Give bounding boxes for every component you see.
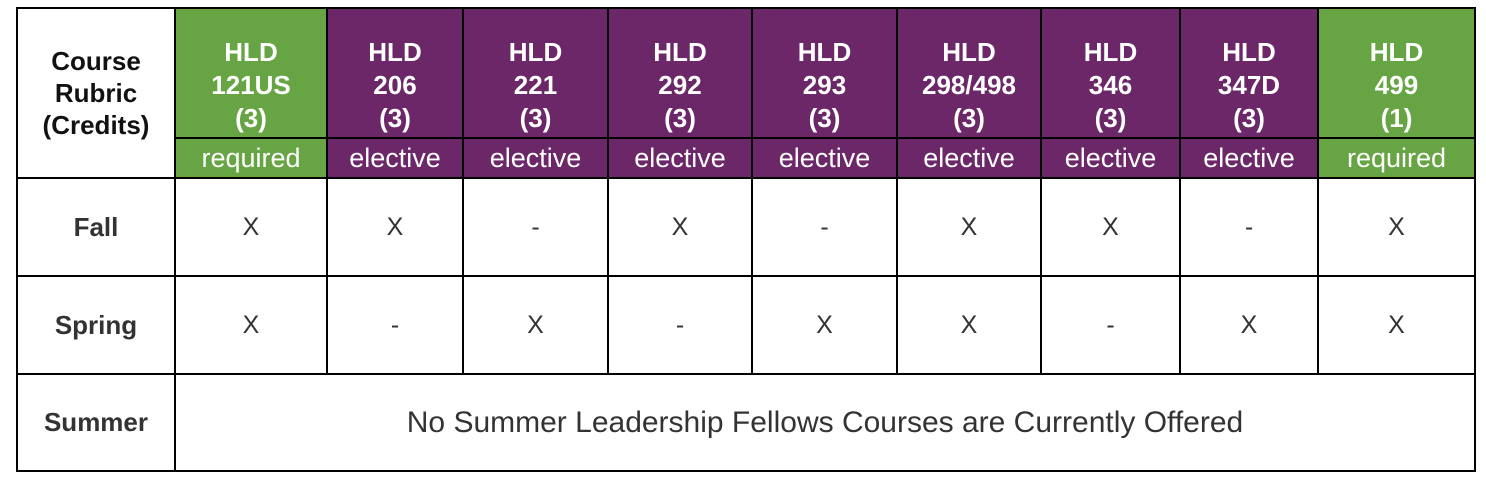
offering-cell: X [326,177,464,277]
course-rubric: HLD [224,37,278,67]
course-number: 292 [658,70,702,100]
course-number: 499 [1374,70,1419,100]
course-credits: (1) [1380,103,1413,133]
corner-label-line: Course [51,46,141,76]
offering-cell: X [896,177,1042,277]
course-type: elective [462,137,609,179]
offering-cell: X [1317,177,1476,277]
course-credits: (3) [235,103,267,133]
offering-cell: - [1040,275,1181,375]
course-offerings-table: Course Rubric (Credits) HLD 121US (3) HLD 20… [16,7,1476,472]
offering-cell: X [1040,177,1181,277]
offering-cell: X [1317,275,1476,375]
course-credits: (3) [379,103,411,133]
course-type: elective [607,137,753,179]
course-header: HLD 206 (3) [326,7,464,139]
offering-cell: X [751,275,898,375]
course-type: required [174,137,328,179]
course-type: elective [1040,137,1181,179]
course-credits: (3) [953,103,985,133]
course-rubric: HLD [1222,37,1276,67]
course-type-row: required elective elective elective elective… [17,137,1476,179]
course-type: elective [896,137,1042,179]
course-credits: (3) [519,103,552,133]
course-number: 221 [513,70,558,100]
term-label: Fall [16,177,176,277]
course-type: elective [751,137,898,179]
course-rubric-header: Course Rubric (Credits) [16,7,176,179]
course-rubric: HLD [368,37,422,67]
course-type: elective [1179,137,1319,179]
term-label: Summer [16,373,176,472]
course-credits: (3) [1233,103,1265,133]
course-header: HLD 292 (3) [607,7,753,139]
course-rubric: HLD [797,37,852,67]
offering-cell: X [896,275,1042,375]
course-header: HLD 347D (3) [1179,7,1319,139]
corner-label-line: (Credits) [42,110,150,140]
offering-cell: X [607,177,753,277]
offering-cell: X [174,275,328,375]
offering-cell: - [326,275,464,375]
offering-cell: X [462,275,609,375]
course-credits: (3) [808,103,841,133]
course-header: HLD 221 (3) [462,7,609,139]
course-number: 347D [1217,70,1281,100]
course-rubric: HLD [1083,37,1138,67]
course-number: 121US [211,70,291,100]
course-rubric: HLD [508,37,563,67]
header-row: Course Rubric (Credits) HLD 121US (3) HLD 20… [16,7,1476,179]
offering-cell: - [1179,177,1319,277]
course-number: 298/498 [922,70,1016,100]
course-number: 293 [802,70,847,100]
table-row-summer: Summer No Summer Leadership Fellows Cour… [16,373,1476,472]
course-type: required [1317,137,1476,179]
offering-cell: - [751,177,898,277]
offering-cell: - [462,177,609,277]
offering-cell: X [1179,275,1319,375]
offering-cell: - [607,275,753,375]
course-rubric: HLD [942,37,996,67]
corner-label-line: Rubric [54,78,138,108]
course-header: HLD 293 (3) [751,7,898,139]
summer-message: No Summer Leadership Fellows Courses are… [174,373,1476,472]
course-credits: (3) [664,103,696,133]
course-credits: (3) [1094,103,1127,133]
course-number: 346 [1088,70,1133,100]
course-rubric: HLD [1369,37,1424,67]
course-header: HLD 298/498 (3) [896,7,1042,139]
course-rubric: HLD [653,37,707,67]
offering-cell: X [174,177,328,277]
course-header: HLD 121US (3) [174,7,328,139]
course-header: HLD 346 (3) [1040,7,1181,139]
course-number: 206 [373,70,417,100]
course-type: elective [326,137,464,179]
term-label: Spring [16,275,176,375]
course-header: HLD 499 (1) [1317,7,1476,139]
